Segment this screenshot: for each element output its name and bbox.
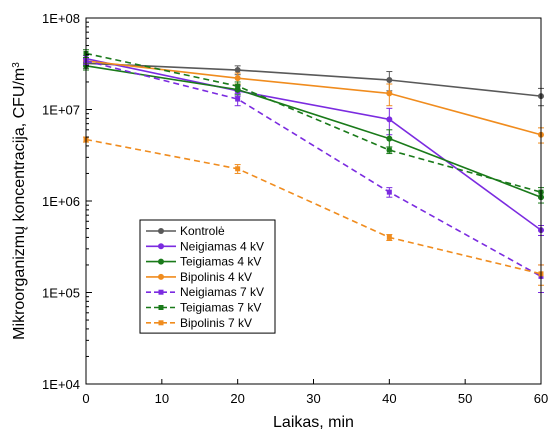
data-point	[386, 189, 392, 195]
x-tick-label: 40	[382, 391, 396, 406]
axes-layer: 0 10 20 30 40 50 60 1E+04 1E+05 1E+06 1E+07 1E+08	[42, 11, 548, 406]
y-axis-title: Mikroorganizmų koncentracija, CFU/m3	[11, 62, 29, 340]
data-point	[386, 135, 393, 142]
legend-label-bipolinis-7-kv: Bipolinis 7 kV	[180, 316, 252, 330]
y-tick-label: 1E+08	[42, 11, 80, 26]
data-point	[234, 67, 241, 74]
y-tick-label: 1E+06	[42, 194, 80, 209]
data-point	[386, 116, 393, 123]
legend-label-bipolinis-4-kv: Bipolinis 4 kV	[180, 270, 252, 284]
legend-marker	[158, 243, 164, 250]
legend-label-teigiamas-4-kv: Teigiamas 4 kV	[180, 255, 261, 269]
x-tick-label: 10	[155, 391, 169, 406]
legend-marker	[158, 305, 164, 310]
y-tick-label: 1E+04	[42, 377, 80, 392]
data-point	[386, 147, 392, 153]
legend-label-neigiamas-4-kv: Neigiamas 4 kV	[180, 239, 264, 253]
data-point	[235, 96, 241, 102]
legend-marker	[158, 228, 164, 234]
x-tick-label: 50	[458, 391, 472, 406]
x-tick-label: 30	[306, 391, 320, 406]
x-axis-title: Laikas, min	[273, 414, 354, 431]
data-point	[234, 75, 241, 82]
legend-marker	[158, 258, 164, 265]
series-line-bipolinis-4-kv	[85, 60, 542, 136]
data-point	[235, 83, 241, 89]
legend-marker	[158, 273, 164, 280]
data-point	[386, 90, 393, 97]
legend-label-neigiamas-7-kv: Neigiamas 7 kV	[180, 285, 264, 299]
series-line-kontrole	[85, 62, 542, 97]
data-point	[235, 166, 241, 172]
series-line-neigiamas-4-kv	[85, 57, 542, 231]
y-tick-label: 1E+05	[42, 286, 80, 301]
x-tick-label: 60	[534, 391, 548, 406]
legend-marker	[158, 320, 164, 326]
series-line-teigiamas-4-kv	[85, 65, 542, 198]
x-tick-label: 0	[82, 391, 89, 406]
x-tick-label: 20	[230, 391, 244, 406]
y-axis-title-main: Mikroorganizmų koncentracija, CFU/m	[11, 68, 28, 340]
legend-label-teigiamas-7-kv: Teigiamas 7 kV	[180, 301, 261, 315]
data-point	[386, 234, 392, 240]
data-point	[386, 77, 393, 84]
y-axis-title-superscript: 3	[11, 62, 22, 68]
legend-marker	[158, 289, 164, 295]
y-tick-label: 1E+07	[42, 103, 80, 118]
series-line-neigiamas-7-kv	[85, 60, 542, 278]
legend-label-kontrole: Kontrolė	[180, 224, 225, 238]
